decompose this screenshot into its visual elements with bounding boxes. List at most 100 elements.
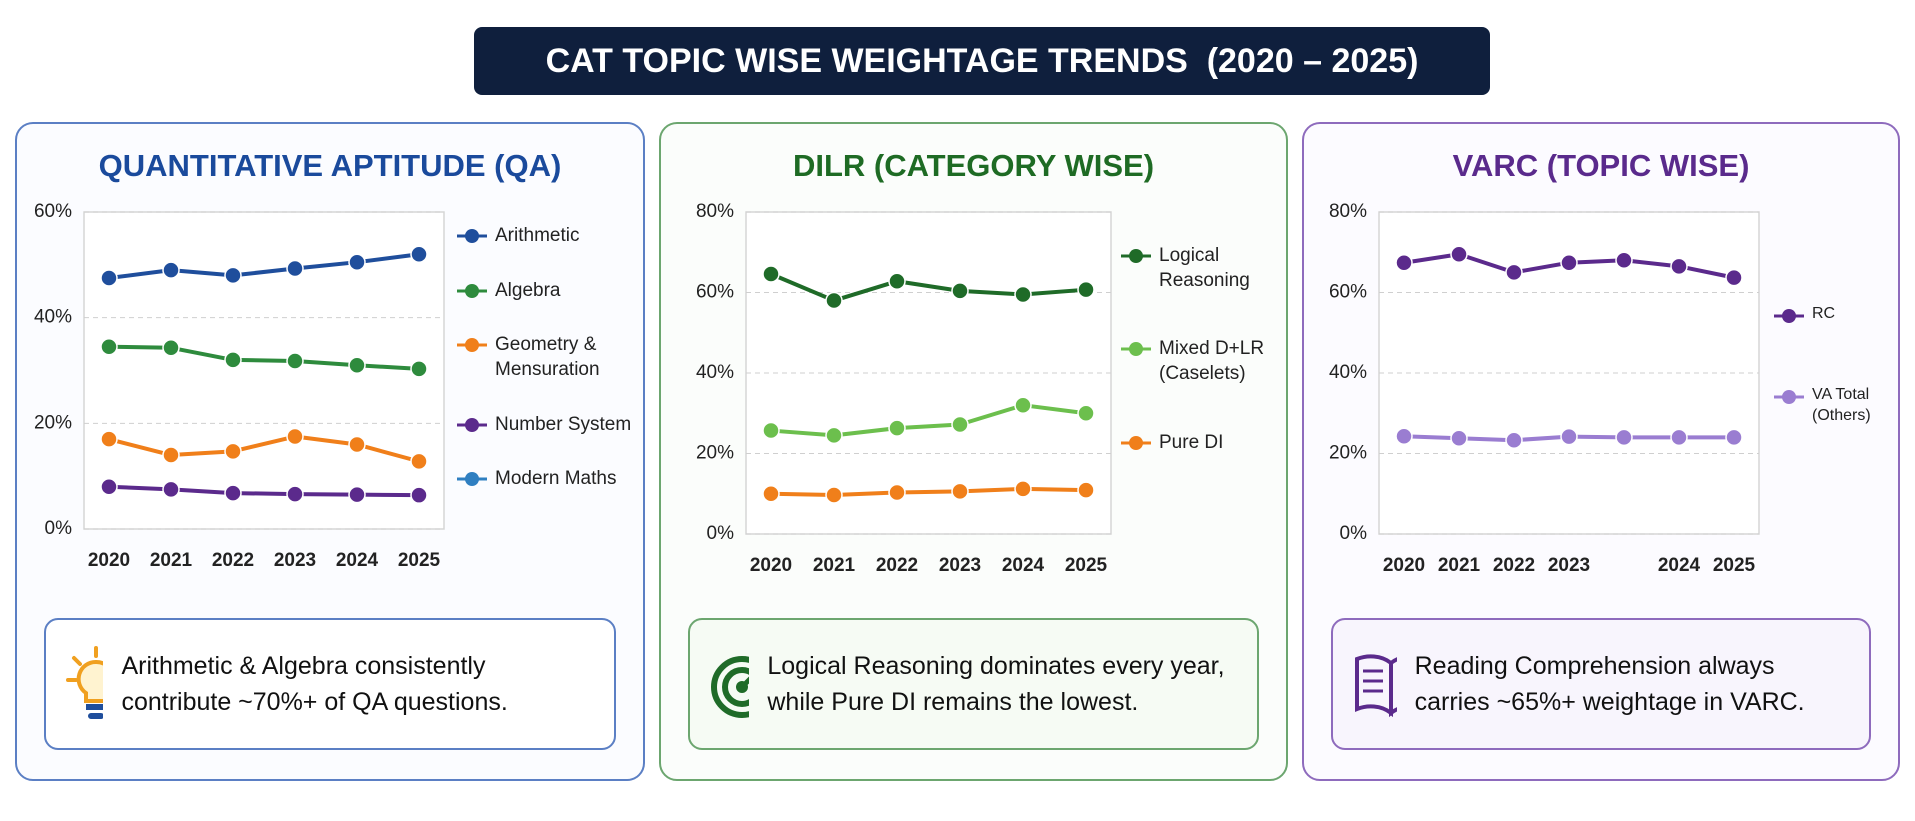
legend-swatch: [1774, 309, 1804, 323]
data-point: [224, 351, 242, 369]
data-point: [1014, 396, 1032, 414]
plot-frame: [83, 211, 445, 530]
data-point: [348, 356, 366, 374]
data-point: [1077, 280, 1095, 299]
legend-dot: [1129, 249, 1143, 263]
series-line: [108, 484, 420, 498]
legend-dot: [1129, 342, 1143, 357]
data-point: [1395, 427, 1413, 445]
chart: 0% 20% 40% 60% 2020 2021 2022 2023 2024 2025: [34, 201, 445, 571]
y-tick-label: 60%: [696, 282, 734, 303]
data-point: [1014, 285, 1032, 304]
legend-dot: [465, 283, 479, 298]
data-point: [1505, 263, 1523, 282]
x-tick-label: 2025: [1713, 555, 1756, 576]
data-point: [100, 337, 118, 356]
data-point: [888, 483, 906, 502]
data-point: [762, 485, 780, 503]
x-tick-label: 2023: [274, 550, 316, 571]
x-tick-label: 2023: [939, 555, 981, 576]
legend: Arithmetic Algebra Geometry & Mensuration N…: [457, 224, 637, 492]
panel: QUANTITATIVE APTITUDE (QA) 0% 20% 40% 60% 20…: [15, 122, 645, 781]
legend: Logical Reasoning Mixed D+LR (Caselets) Pu…: [1121, 244, 1271, 455]
legend-swatch: [1774, 390, 1804, 404]
panel: VARC (TOPIC WISE) 0% 20% 40% 60% 80% 2020 2021…: [1302, 122, 1900, 781]
series-line: [770, 403, 1087, 438]
data-point: [224, 484, 242, 502]
data-point: [1725, 268, 1743, 287]
legend-dot: [465, 417, 479, 432]
y-tick-label: 40%: [1329, 362, 1367, 383]
y-tick-label: 0%: [45, 518, 73, 539]
data-point: [348, 253, 366, 271]
x-tick-label: 2021: [1438, 555, 1481, 576]
data-point: [224, 442, 242, 461]
y-tick-label: 0%: [1340, 523, 1368, 544]
legend-label: Number System: [495, 413, 632, 435]
data-point: [162, 446, 180, 464]
data-point: [286, 352, 304, 370]
legend-dot: [1782, 390, 1796, 404]
legend-item: RC: [1774, 304, 1894, 325]
legend-item: Modern Maths: [457, 467, 637, 492]
data-point: [951, 282, 969, 300]
legend-label: Geometry & Mensuration: [495, 334, 600, 381]
series-line: [108, 434, 420, 464]
series-line: [770, 486, 1087, 497]
legend-swatch: [457, 472, 487, 487]
y-tick-label: 80%: [1329, 201, 1367, 222]
y-tick-label: 40%: [34, 307, 72, 328]
x-tick-label: 2024: [1658, 555, 1701, 576]
insight: Reading Comprehension always carries ~65…: [1331, 618, 1871, 750]
legend-label: Arithmetic: [495, 225, 580, 246]
x-tick-label: 2022: [876, 555, 918, 576]
x-tick-label: 2025: [398, 550, 441, 571]
data-point: [286, 427, 304, 446]
data-point: [888, 419, 906, 437]
x-tick-label: 2021: [813, 555, 856, 576]
data-point: [888, 272, 906, 290]
legend-dot: [1782, 309, 1796, 323]
data-point: [348, 435, 366, 454]
data-point: [1450, 245, 1468, 264]
legend-swatch: [457, 283, 487, 298]
data-point: [825, 291, 843, 310]
data-point: [951, 482, 969, 501]
data-point: [410, 452, 428, 471]
data-point: [825, 486, 843, 504]
legend-label: RC: [1812, 305, 1836, 322]
y-tick-label: 40%: [696, 362, 734, 383]
y-tick-label: 0%: [707, 523, 735, 544]
data-point: [348, 485, 366, 504]
data-point: [1670, 257, 1688, 276]
legend-label: Modern Maths: [495, 468, 617, 490]
legend: RC VA Total (Others): [1774, 304, 1894, 427]
data-point: [762, 265, 780, 283]
data-point: [100, 477, 118, 496]
data-point: [162, 339, 180, 357]
legend-item: Algebra: [457, 279, 637, 304]
data-point: [1505, 431, 1523, 449]
y-tick-label: 20%: [1329, 443, 1367, 464]
series-line: [108, 344, 420, 371]
y-tick-label: 60%: [1329, 282, 1367, 303]
data-point: [100, 430, 118, 448]
data-point: [100, 269, 118, 287]
legend-item: Geometry & Mensuration: [457, 333, 637, 382]
page-title: CAT TOPIC WISE WEIGHTAGE TRENDS (2020 – …: [474, 27, 1490, 95]
legend-dot: [465, 472, 479, 487]
data-point: [410, 360, 428, 378]
y-tick-label: 20%: [34, 412, 72, 433]
chart-title: VARC (TOPIC WISE): [1452, 148, 1750, 183]
x-tick-label: 2024: [1002, 555, 1045, 576]
y-tick-label: 20%: [696, 443, 734, 464]
x-tick-label: 2020: [750, 555, 792, 576]
chart-title: QUANTITATIVE APTITUDE (QA): [98, 148, 562, 183]
data-point: [162, 261, 180, 279]
data-point: [1014, 480, 1032, 498]
legend-item: Logical Reasoning: [1121, 244, 1271, 293]
book-icon: [1355, 654, 1397, 718]
data-point: [410, 245, 428, 264]
x-tick-label: 2020: [88, 550, 130, 571]
data-point: [1560, 253, 1578, 272]
